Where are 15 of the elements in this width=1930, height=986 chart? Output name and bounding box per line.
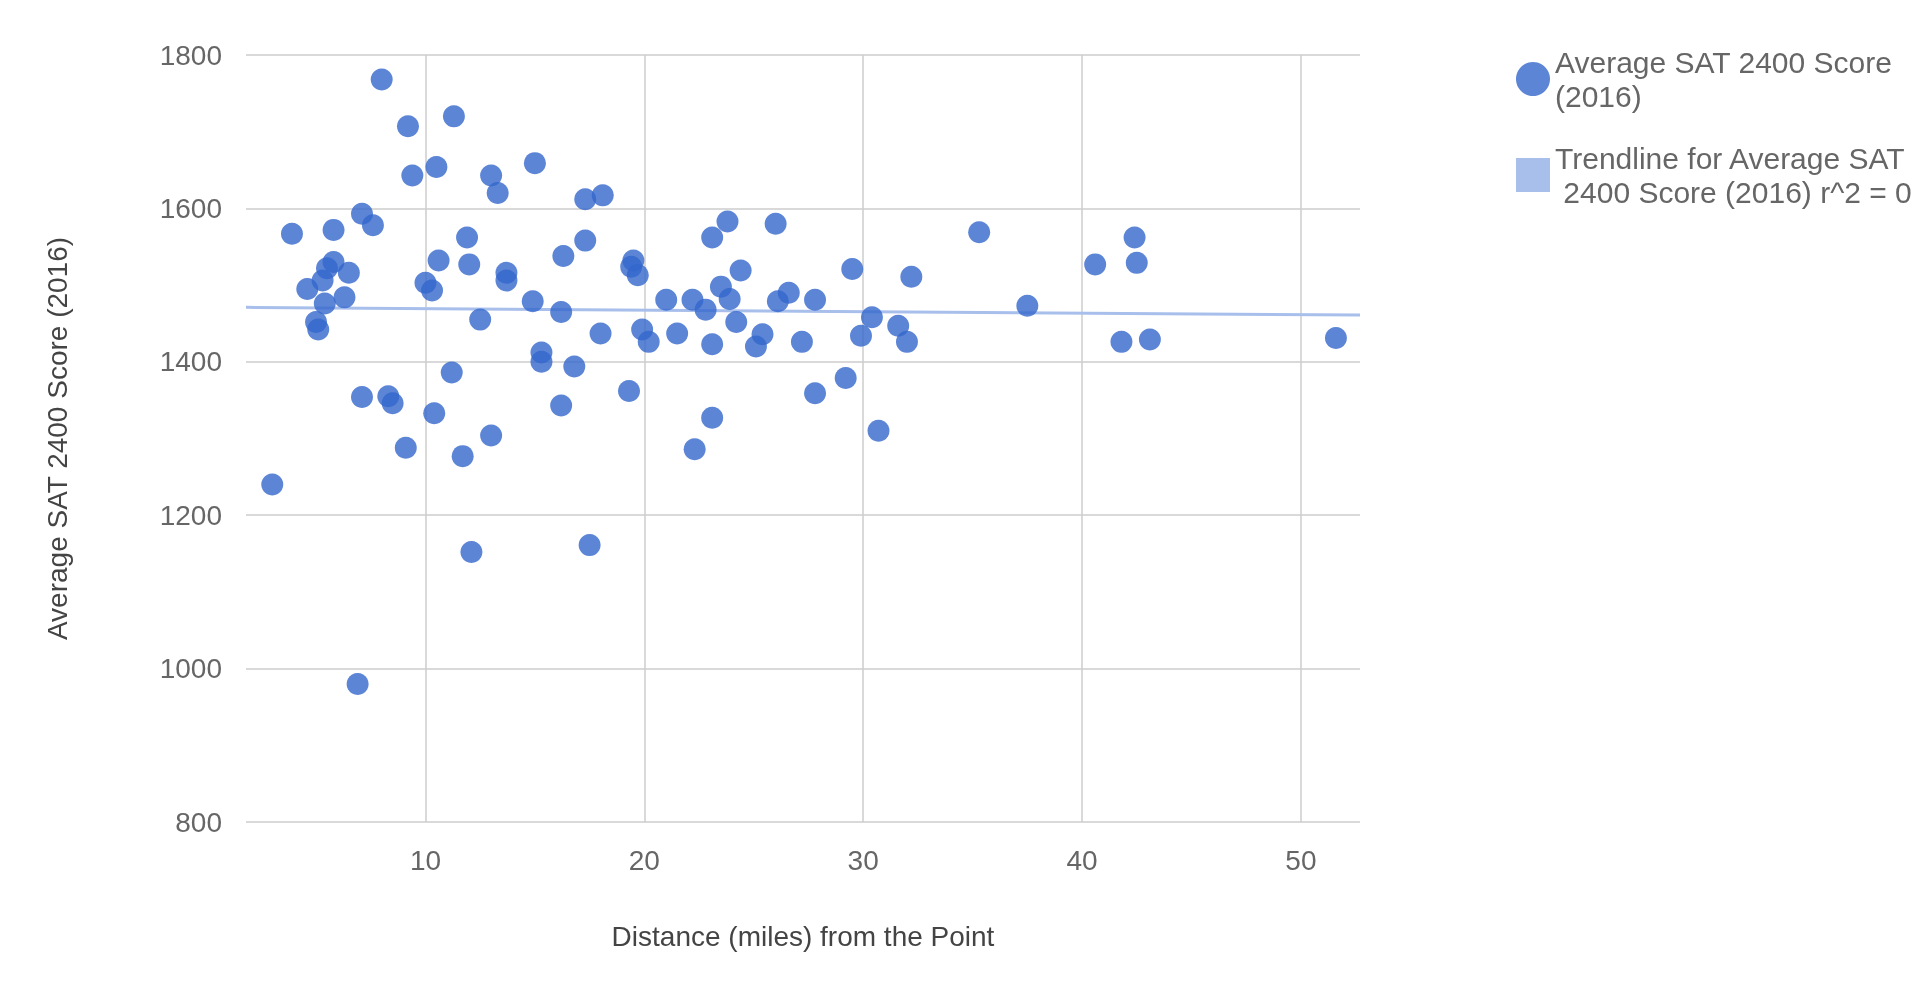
x-axis-title: Distance (miles) from the Point [611, 920, 995, 952]
y-tick-label: 1400 [159, 346, 222, 378]
y-tick-label: 1000 [159, 653, 222, 685]
legend-label: Trendline for Average SAT 2400 Score (2016) r^2 = 0 [1555, 141, 1912, 209]
y-tick-label: 1200 [159, 499, 222, 531]
x-tick-label: 30 [847, 844, 879, 876]
x-tick-label: 20 [628, 844, 660, 876]
legend-label: Average SAT 2400 Score (2016) [1555, 45, 1901, 113]
y-tick-label: 1600 [159, 192, 222, 224]
y-axis-title: Average SAT 2400 Score (2016) [41, 236, 73, 641]
y-tick-label: 800 [175, 806, 222, 838]
x-tick-label: 10 [409, 844, 442, 876]
x-tick-label: 50 [1285, 844, 1317, 876]
y-tick-label: 1800 [159, 39, 222, 71]
x-tick-label: 40 [1066, 844, 1098, 876]
